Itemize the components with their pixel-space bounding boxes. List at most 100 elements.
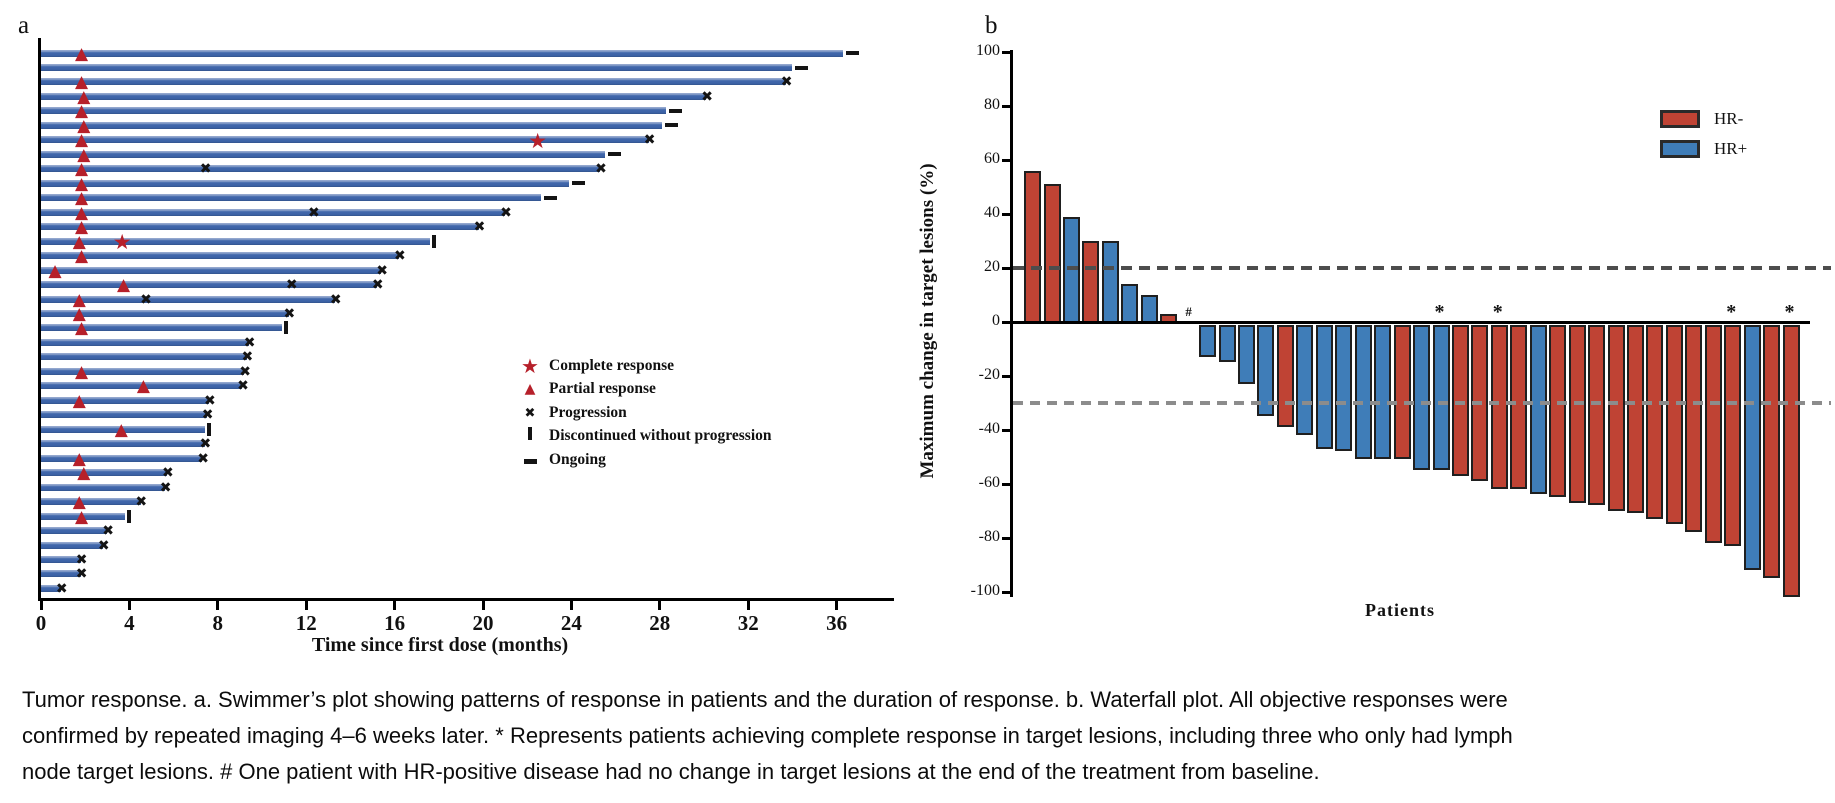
waterfall-bar-hrpos [1238,325,1255,384]
caption-line-3: node target lesions. # One patient with … [22,759,1320,784]
swimmer-bar [41,78,786,86]
swimmer-bar [41,150,605,158]
swimmer-bar [41,92,707,100]
waterfall-bar-hrneg [1043,184,1061,324]
y-tick-label: 20 [984,258,1000,275]
y-tick-mark [1002,320,1010,324]
legend-label: Progression [549,403,627,421]
x-tick-label: 12 [295,611,317,635]
swimmer-bar [41,454,203,462]
waterfall-bar-hrpos [1335,325,1353,452]
complete-response-asterisk: * [1726,301,1737,323]
legend-item-dash: Ongoing [517,448,772,472]
partial-response-icon: ▲ [524,381,536,398]
figure-caption: Tumor response. a. Swimmer’s plot showin… [22,682,1822,790]
y-tick-mark [1002,482,1010,486]
swimmer-legend: ★ Complete response ▲ Partial response ✖ Prog… [517,353,772,472]
ongoing-icon [572,181,586,186]
y-tick-mark [1002,104,1010,108]
y-tick-label: -40 [978,420,1000,437]
x-tick-label: 16 [384,611,406,635]
y-tick-mark [1002,536,1010,540]
waterfall-bar-hrneg [1607,325,1625,511]
panel-b-zero-line [1010,321,1810,324]
legend-swatch [1660,140,1700,158]
y-tick-label: -80 [978,528,1000,545]
swimmer-bar [41,310,289,317]
y-tick-mark [1002,266,1010,270]
swimmer-bar [41,512,125,520]
swimmer-bar [41,425,205,433]
x-tick-label: 36 [826,611,848,635]
ongoing-icon [846,51,860,55]
swimmer-bar [41,208,506,216]
swimmer-bar [41,353,247,361]
legend-item-triangle: ▲ Partial response [517,378,772,402]
waterfall-bar-hrneg [1626,325,1644,514]
waterfall-bar-hrpos [1432,325,1450,471]
legend-label: HR+ [1714,139,1748,158]
swimmer-bar [41,237,430,245]
waterfall-bar-hrpos [1529,325,1547,495]
x-tick-mark [746,601,750,610]
swimmer-bar [41,324,282,332]
waterfall-bar-hrneg [1082,241,1100,324]
legend-label: Complete response [549,356,674,374]
legend-swatch [1660,110,1700,128]
waterfall-bar-hrneg [1549,325,1567,498]
waterfall-bar-hrneg [1588,325,1605,506]
waterfall-bar-hrneg [1451,325,1469,476]
swimmer-bar [41,541,103,549]
swimmer-bar [41,194,541,202]
x-tick-mark [569,601,573,610]
swimmer-bar [41,107,667,115]
complete-response-icon: ★ [521,353,539,378]
swimmer-bar [41,556,81,563]
x-tick-label: 8 [212,611,224,635]
x-tick-mark [127,601,131,610]
swimmer-bar [41,165,601,173]
x-tick-mark [481,601,485,610]
waterfall-bar-hrpos [1140,295,1158,324]
swimmer-bar [41,49,844,57]
legend-label: HR- [1714,109,1744,128]
y-tick-mark [1002,158,1010,162]
swimmer-bar [41,469,167,477]
legend-item-vbar: Discontinued without progression [517,425,772,449]
legend-label: Discontinued without progression [549,427,772,445]
x-tick-mark [835,601,839,610]
x-tick-label: 24 [560,611,582,635]
legend-label: Ongoing [549,450,606,468]
x-tick-mark [39,601,43,610]
panel-a-label: a [18,12,30,39]
waterfall-bar-hrpos [1199,325,1216,357]
swimmer-bar [41,64,793,71]
waterfall-bar-hrpos [1354,325,1372,460]
swimmer-bar [41,498,141,506]
swimmer-bar [41,382,243,390]
waterfall-bar-hrpos [1218,325,1236,363]
legend-item-x: ✖ Progression [517,401,772,425]
waterfall-bar-hrneg [1024,170,1041,324]
swimmer-bar [41,440,205,448]
swimmer-bar [41,252,399,260]
progression-icon: ✖ [524,405,536,421]
x-tick-label: 28 [649,611,671,635]
y-tick-label: -60 [978,474,1000,491]
y-tick-label: 80 [984,96,1000,113]
legend-item-hr-positive: HR+ [1660,134,1747,164]
waterfall-bar-hrpos [1743,325,1761,570]
swimmer-bar [41,295,335,303]
waterfall-bar-hrpos [1413,325,1430,471]
panel-a-y-axis [38,38,41,601]
ongoing-icon [669,108,683,113]
panel-a-x-axis-title: Time since first dose (months) [311,634,569,656]
complete-response-asterisk: * [1434,301,1445,323]
complete-response-asterisk: * [1784,301,1795,323]
swimmer-bar [41,223,479,231]
panel-a-x-axis [38,598,894,601]
swimmer-bar [41,338,249,346]
ongoing-icon [665,123,678,128]
complete-response-asterisk: * [1492,301,1503,323]
